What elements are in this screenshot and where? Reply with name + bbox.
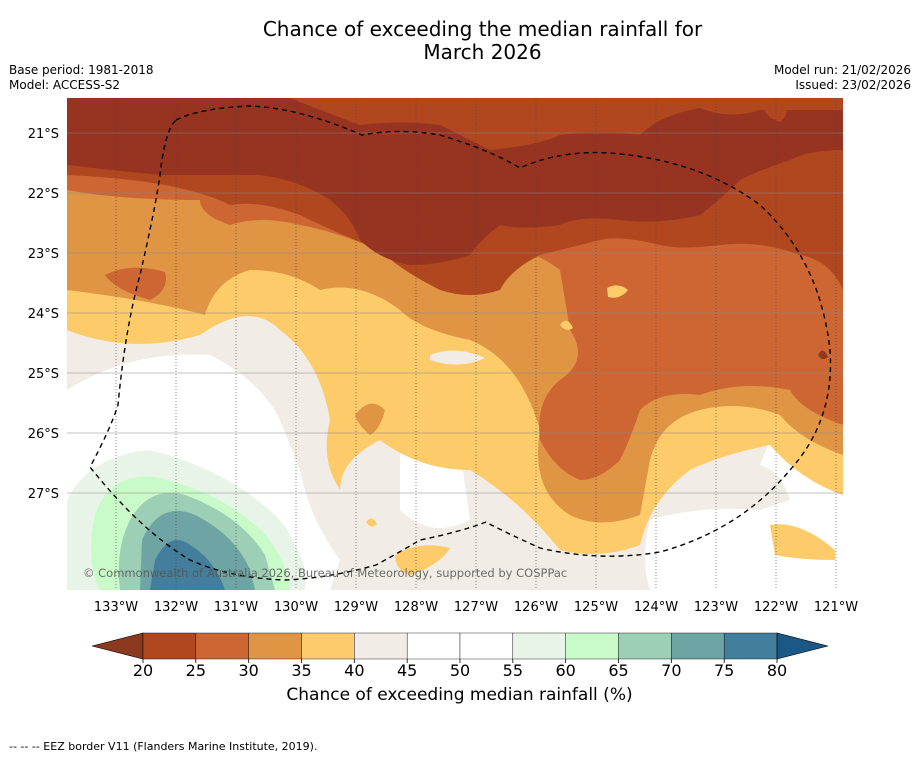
- colorbar-under-triangle: [91, 632, 144, 660]
- colorbar: 20 25 30 35 40 45 50 55 60 65 70 75 80: [91, 632, 829, 680]
- band-30-35-patch-2: [366, 518, 377, 527]
- latitude-labels: 21°S 22°S 23°S 24°S 25°S 26°S 27°S: [28, 127, 59, 502]
- colorbar-swatch: [565, 632, 619, 660]
- band-35-40-se-patch: [770, 524, 835, 560]
- lat-label: 24°S: [28, 307, 59, 322]
- lat-label: 26°S: [28, 427, 59, 442]
- longitude-labels: 133°W 132°W 131°W 130°W 129°W 128°W 127°W 126°W…: [94, 600, 858, 615]
- colorbar-swatch: [723, 632, 778, 660]
- band-25-30-west-patch: [105, 267, 166, 300]
- lon-label: 122°W: [754, 600, 798, 615]
- lat-label: 25°S: [28, 367, 59, 382]
- lat-label: 23°S: [28, 247, 59, 262]
- colorbar-tick-label: 80: [767, 661, 787, 680]
- model-run-date: Model run: 21/02/2026: [773, 63, 911, 77]
- colorbar-tick-label: 30: [238, 661, 258, 680]
- lon-label: 121°W: [814, 600, 858, 615]
- title-line-1: Chance of exceeding the median rainfall …: [262, 17, 703, 41]
- colorbar-tick-label: 70: [661, 661, 681, 680]
- colorbar-swatch: [512, 632, 566, 660]
- colorbar-swatch: [618, 632, 672, 660]
- lon-label: 132°W: [154, 600, 198, 615]
- lon-label: 131°W: [214, 600, 258, 615]
- lon-label: 125°W: [574, 600, 618, 615]
- colorbar-tick-label: 75: [714, 661, 734, 680]
- lon-label: 127°W: [454, 600, 498, 615]
- run-info-left: Base period: 1981-2018 Model: ACCESS-S2: [9, 63, 154, 93]
- model-name: Model: ACCESS-S2: [9, 78, 121, 92]
- lon-label: 129°W: [334, 600, 378, 615]
- colorbar-tick-label: 45: [397, 661, 417, 680]
- colorbar-swatch: [406, 632, 461, 660]
- colorbar-swatch: [459, 632, 514, 660]
- band-30-35-patch: [355, 403, 385, 435]
- band-under-marker: [818, 350, 828, 360]
- lon-label: 126°W: [514, 600, 558, 615]
- eez-border: [89, 105, 832, 581]
- colorbar-tick-label: 20: [133, 661, 153, 680]
- colorbar-tick-label: 60: [555, 661, 575, 680]
- run-info-right: Model run: 21/02/2026 Issued: 23/02/2026: [774, 63, 911, 93]
- colorbar-label: Chance of exceeding median rainfall (%): [286, 685, 633, 705]
- colorbar-tick-label: 35: [291, 661, 311, 680]
- colorbar-over-triangle: [776, 632, 829, 660]
- colorbar-tick-label: 40: [344, 661, 364, 680]
- colorbar-swatch: [301, 632, 355, 660]
- colorbar-tick-label: 65: [608, 661, 628, 680]
- colorbar-swatch: [248, 632, 302, 660]
- lon-label: 130°W: [274, 600, 318, 615]
- base-period: Base period: 1981-2018: [9, 63, 154, 77]
- issued-date: Issued: 23/02/2026: [795, 78, 911, 92]
- lon-label: 124°W: [634, 600, 678, 615]
- band-20-25-ne-patch: [760, 100, 787, 122]
- colorbar-swatch: [195, 632, 249, 660]
- colorbar-tick-label: 25: [186, 661, 206, 680]
- colorbar-swatch: [671, 632, 725, 660]
- colorbar-swatch: [354, 632, 408, 660]
- graticule: [67, 98, 843, 590]
- lon-label: 128°W: [394, 600, 438, 615]
- eez-legend: -- -- -- EEZ border V11 (Flanders Marine…: [9, 740, 318, 753]
- lat-label: 22°S: [28, 187, 59, 202]
- band-75-80: [150, 540, 225, 590]
- colorbar-swatch: [142, 632, 197, 660]
- band-40-45-patch: [430, 350, 485, 365]
- lon-label: 123°W: [694, 600, 738, 615]
- colorbar-tick-label: 50: [450, 661, 470, 680]
- band-35-40-small-mid: [560, 320, 573, 330]
- lon-label: 133°W: [94, 600, 138, 615]
- lat-label: 21°S: [28, 127, 59, 142]
- lat-label: 27°S: [28, 487, 59, 502]
- title-line-2: March 2026: [423, 40, 542, 64]
- band-35-40-small-east: [607, 285, 628, 298]
- band-below-20: [67, 98, 843, 265]
- map-title: Chance of exceeding the median rainfall …: [0, 18, 919, 64]
- band-20-25-north-patch: [520, 98, 700, 127]
- copyright-notice: © Commonwealth of Australia 2026, Bureau…: [83, 566, 567, 580]
- rainfall-probability-field: [67, 98, 843, 590]
- band-35-40-south-patch: [395, 545, 450, 575]
- colorbar-tick-label: 55: [503, 661, 523, 680]
